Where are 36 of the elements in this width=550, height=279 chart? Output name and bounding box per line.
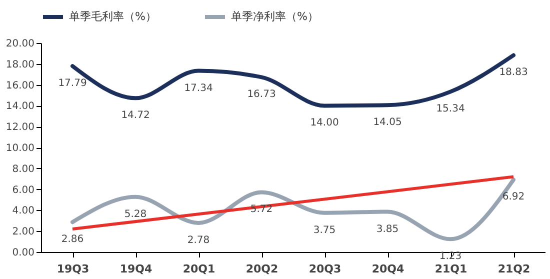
data-label: 14.72 (121, 110, 150, 122)
data-label: 17.34 (184, 82, 213, 94)
data-label: 2.86 (61, 234, 84, 246)
y-tick-label: 16.00 (6, 80, 34, 92)
y-tick-label: 0.00 (12, 248, 34, 258)
data-label: 1.23 (439, 251, 462, 262)
data-label: 3.85 (376, 224, 399, 235)
y-tick-label: 14.00 (6, 101, 34, 112)
data-label: 6.92 (502, 192, 525, 203)
data-label: 15.34 (436, 104, 465, 115)
x-tick-label: 19Q3 (56, 262, 90, 276)
x-tick-label: 20Q3 (308, 262, 342, 276)
x-tick-label: 21Q1 (434, 262, 468, 276)
y-tick-label: 6.00 (12, 184, 34, 196)
data-label: 16.73 (247, 89, 276, 100)
data-label: 2.78 (187, 234, 210, 246)
data-label: 3.75 (313, 224, 336, 236)
data-label: 5.28 (124, 208, 147, 220)
data-label: 14.05 (373, 117, 402, 128)
y-tick-label: 8.00 (12, 164, 34, 175)
x-tick-label: 21Q2 (498, 262, 530, 276)
y-tick-label: 18.00 (6, 59, 34, 70)
data-label: 18.83 (499, 67, 528, 78)
x-tick-label: 19Q4 (120, 262, 152, 276)
y-tick-label: 10.00 (6, 143, 34, 154)
x-tick-label: 20Q4 (372, 262, 404, 276)
x-tick-label: 20Q1 (182, 262, 216, 276)
x-tick-label: 20Q2 (246, 262, 278, 276)
data-label: 17.79 (58, 78, 87, 90)
legend-label: 单季净利率（%） (231, 10, 318, 23)
y-tick-label: 20.00 (6, 38, 34, 50)
y-tick-label: 12.00 (6, 122, 34, 134)
y-tick-label: 4.00 (12, 206, 34, 217)
data-label: 14.00 (310, 118, 339, 129)
y-tick-label: 2.00 (12, 226, 34, 238)
legend-label: 单季毛利率（%） (69, 10, 156, 23)
